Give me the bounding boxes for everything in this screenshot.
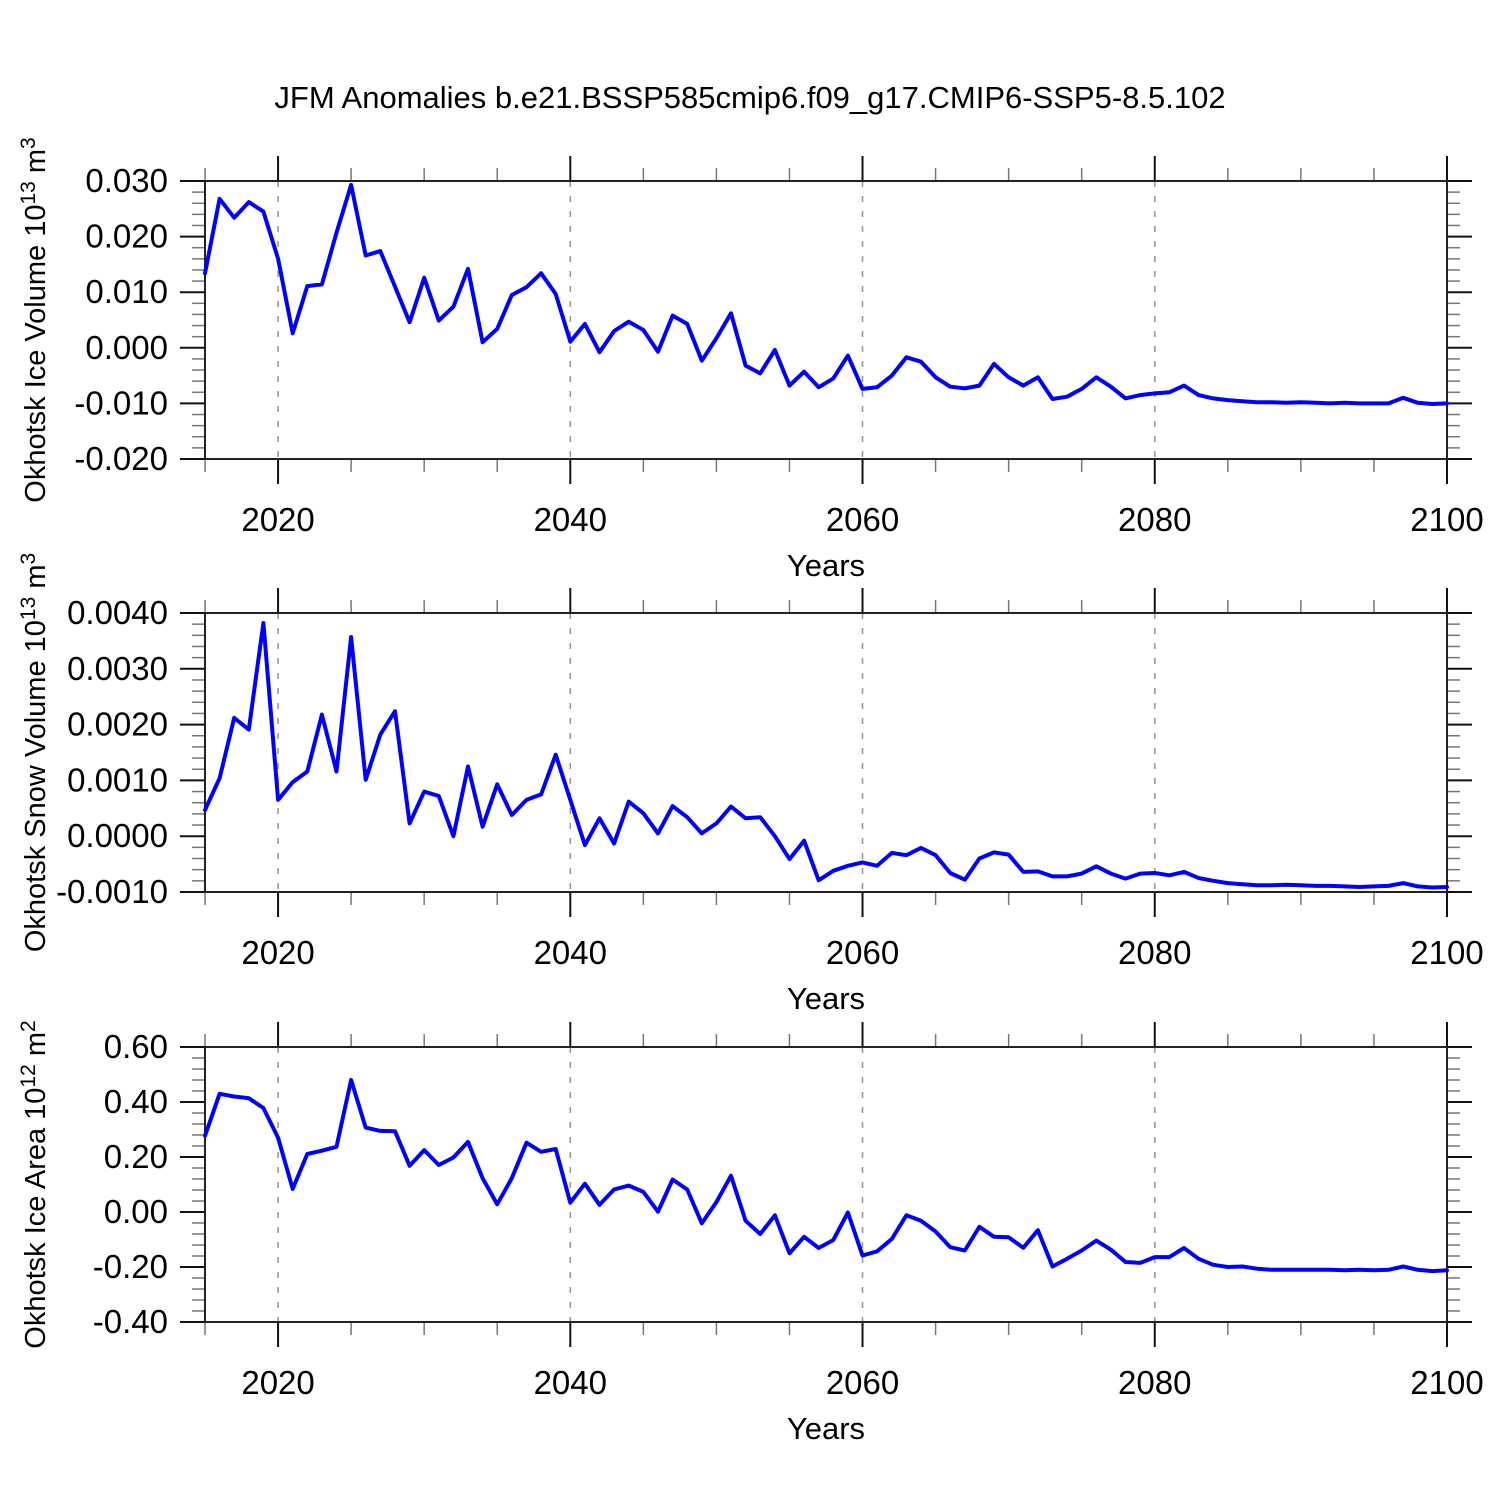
y-tick-label: 0.0000 bbox=[67, 817, 168, 854]
panel-frame bbox=[204, 180, 1448, 460]
x-tick-label: 2020 bbox=[241, 934, 314, 971]
y-tick-label: -0.40 bbox=[93, 1303, 168, 1340]
data-line bbox=[203, 1078, 1449, 1274]
panel-frame bbox=[204, 612, 1448, 893]
y-tick-label: 0.0040 bbox=[67, 594, 168, 631]
y-tick-label: 0.0020 bbox=[67, 706, 168, 743]
panel-frame bbox=[204, 1046, 1448, 1323]
y-tick-label: 0.000 bbox=[85, 329, 168, 366]
y-tick-label: 0.20 bbox=[104, 1138, 168, 1175]
y-tick-label: 0.0010 bbox=[67, 761, 168, 798]
y-tick-label: 0.60 bbox=[104, 1028, 168, 1065]
y-tick-label: 0.00 bbox=[104, 1193, 168, 1230]
x-tick-label: 2100 bbox=[1410, 501, 1483, 538]
y-tick-label: -0.20 bbox=[93, 1248, 168, 1285]
y-tick-label: 0.40 bbox=[104, 1083, 168, 1120]
data-line bbox=[203, 182, 1449, 406]
x-tick-label: 2060 bbox=[826, 501, 899, 538]
x-tick-label: 2080 bbox=[1118, 934, 1191, 971]
x-tick-label: 2040 bbox=[534, 501, 607, 538]
y-tick-label: -0.0010 bbox=[56, 873, 168, 910]
y-tick-label: -0.010 bbox=[74, 384, 168, 421]
y-axis-title: Okhotsk Ice Volume 1013 m3 bbox=[17, 137, 52, 502]
y-tick-label: 0.030 bbox=[85, 162, 168, 199]
x-tick-label: 2100 bbox=[1410, 1364, 1483, 1401]
y-tick-label: 0.020 bbox=[85, 218, 168, 255]
data-line bbox=[203, 621, 1449, 890]
y-tick-label: 0.0030 bbox=[67, 650, 168, 687]
x-tick-label: 2080 bbox=[1118, 501, 1191, 538]
x-tick-label: 2080 bbox=[1118, 1364, 1191, 1401]
x-axis-title: Years bbox=[787, 548, 865, 583]
y-tick-label: -0.020 bbox=[74, 440, 168, 477]
y-axis-title: Okhotsk Snow Volume 1013 m3 bbox=[17, 553, 52, 952]
x-tick-label: 2100 bbox=[1410, 934, 1483, 971]
x-axis-title: Years bbox=[787, 1411, 865, 1446]
x-tick-label: 2040 bbox=[534, 1364, 607, 1401]
chart-title: JFM Anomalies b.e21.BSSP585cmip6.f09_g17… bbox=[274, 80, 1226, 115]
x-tick-label: 2020 bbox=[241, 1364, 314, 1401]
x-tick-label: 2020 bbox=[241, 501, 314, 538]
y-tick-label: 0.010 bbox=[85, 273, 168, 310]
x-tick-label: 2040 bbox=[534, 934, 607, 971]
x-tick-label: 2060 bbox=[826, 934, 899, 971]
y-axis-title: Okhotsk Ice Area 1012 m2 bbox=[17, 1020, 52, 1348]
x-axis-title: Years bbox=[787, 981, 865, 1016]
x-tick-label: 2060 bbox=[826, 1364, 899, 1401]
